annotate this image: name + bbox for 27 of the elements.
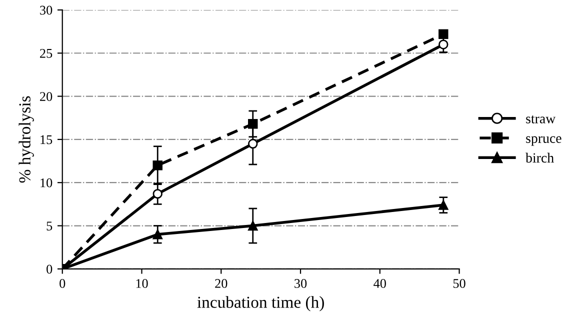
x-tick-label: 50	[453, 279, 466, 288]
legend-label: spruce	[526, 136, 562, 146]
x-tick-label: 40	[374, 279, 386, 288]
y-axis-title: % hydrolysis	[18, 96, 34, 183]
point	[248, 138, 258, 149]
point	[248, 119, 258, 129]
point	[438, 29, 448, 39]
x-tick-label: 0	[60, 279, 66, 288]
point	[438, 40, 448, 50]
point	[152, 230, 162, 240]
point	[438, 200, 448, 210]
x-tick-label: 30	[294, 279, 307, 288]
point	[248, 220, 258, 231]
y-tick-label: 30	[40, 6, 52, 15]
y-tick-label: 15	[40, 135, 52, 144]
point	[152, 188, 162, 199]
x-tick-label: 10	[136, 279, 148, 288]
legend-label: birch	[526, 152, 554, 163]
y-tick-label: 20	[40, 92, 52, 101]
x-tick-label: 20	[215, 279, 228, 288]
legend-label: straw	[526, 115, 556, 124]
point	[152, 160, 162, 170]
y-tick-label: 25	[40, 48, 52, 58]
y-tick-label: 10	[40, 178, 52, 188]
x-axis-title: incubation time (h)	[197, 296, 324, 312]
y-tick-label: 0	[46, 264, 52, 274]
y-tick-label: 5	[46, 222, 52, 230]
